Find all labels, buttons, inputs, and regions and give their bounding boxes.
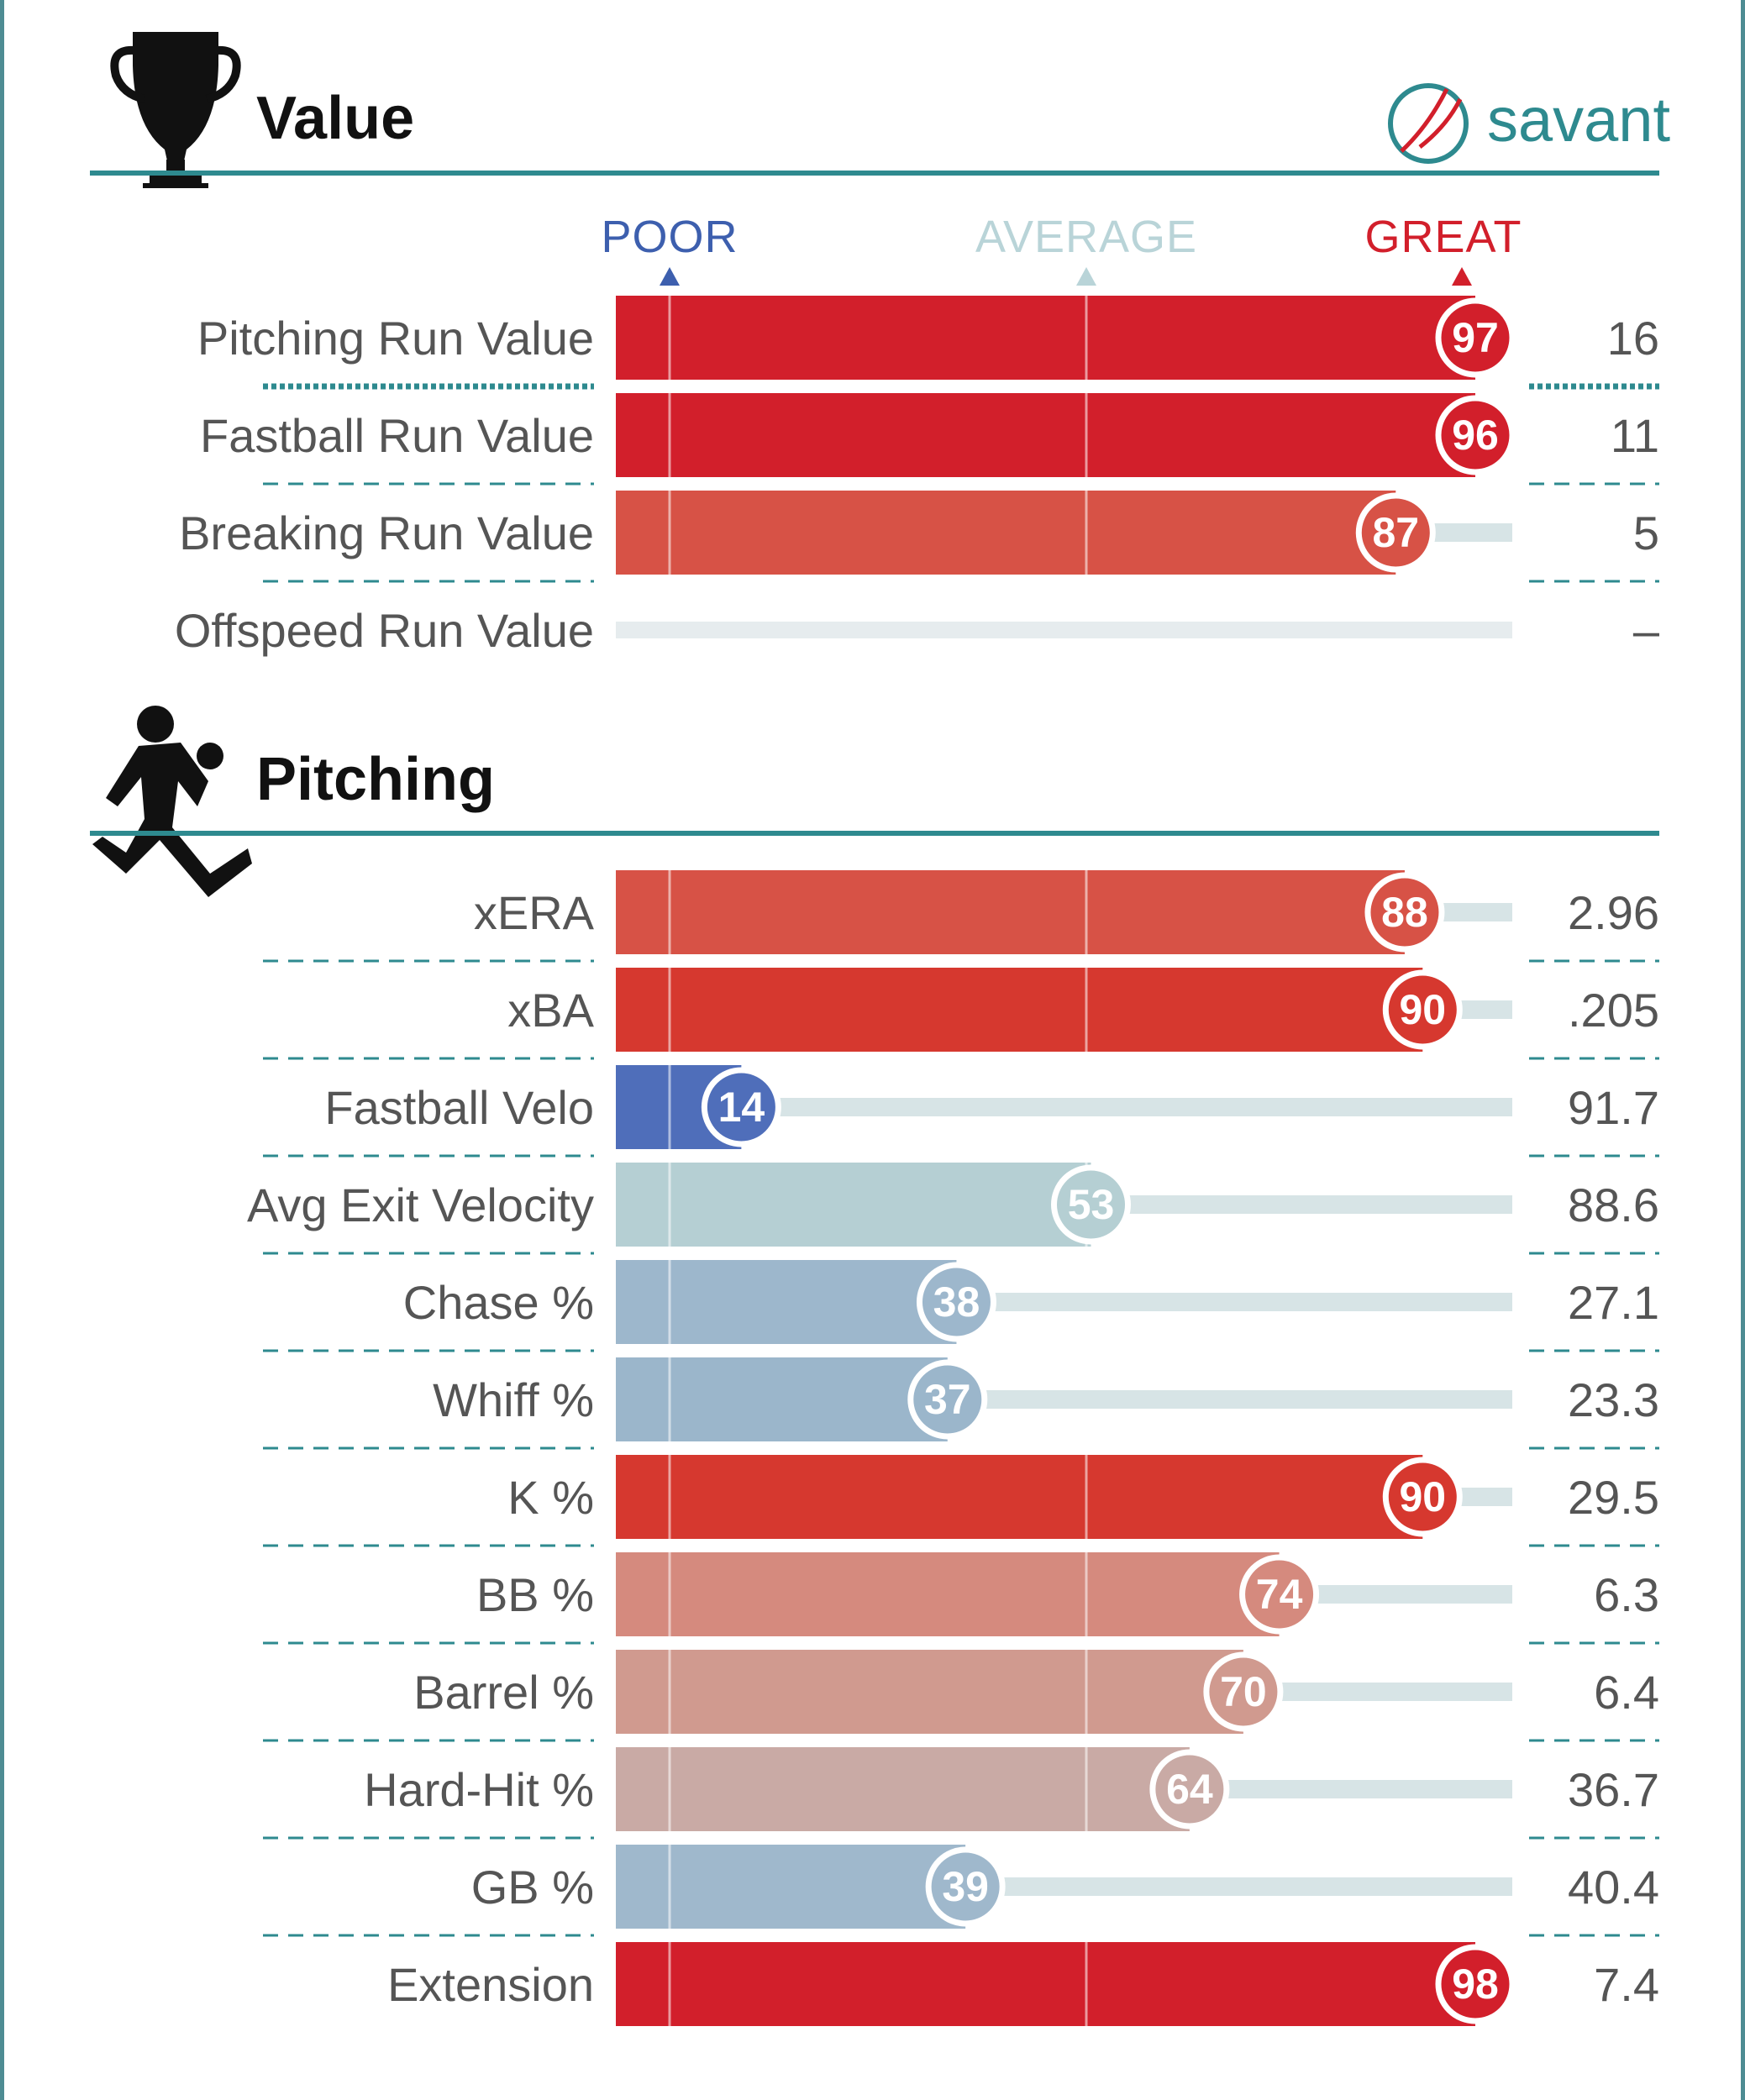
percentile-track — [1279, 1585, 1512, 1604]
percentile-badge-text: 39 — [942, 1863, 989, 1910]
percentile-bar — [616, 1747, 1190, 1831]
percentile-badge-text: 37 — [924, 1376, 971, 1423]
percentile-badge — [1435, 1944, 1516, 2024]
percentile-bar — [616, 393, 1475, 477]
percentile-badge — [916, 1262, 996, 1342]
row-value: 2.96 — [1568, 886, 1659, 939]
percentile-bar — [616, 1455, 1423, 1539]
row-label: K % — [507, 1471, 594, 1524]
percentile-bar — [616, 1357, 948, 1441]
percentile-badge-text: 90 — [1399, 1473, 1446, 1520]
row-label: Hard-Hit % — [364, 1763, 594, 1816]
percentile-badge-text: 87 — [1372, 509, 1419, 556]
percentile-badge — [701, 1067, 781, 1147]
percentile-bar — [616, 1163, 1091, 1247]
row-value: 91.7 — [1568, 1081, 1659, 1134]
scale-great-label: GREAT — [1364, 212, 1522, 262]
scale-great-marker — [1452, 267, 1472, 286]
row-label: GB % — [471, 1861, 594, 1914]
percentile-badge-text: 98 — [1452, 1961, 1499, 2008]
row-label: Pitching Run Value — [197, 312, 594, 365]
percentile-badge — [1435, 395, 1516, 475]
row-value: .205 — [1568, 984, 1659, 1037]
row-value: 88.6 — [1568, 1179, 1659, 1231]
percentile-bar — [616, 1552, 1280, 1636]
percentile-track — [1189, 1780, 1512, 1798]
percentile-track — [956, 1293, 1512, 1311]
percentile-bar — [616, 1845, 966, 1929]
percentile-badge-text: 97 — [1452, 314, 1499, 361]
percentile-bar — [616, 491, 1396, 575]
percentile-badge-text: 64 — [1166, 1766, 1213, 1813]
percentile-badge — [1364, 872, 1445, 953]
scale-average-label: AVERAGE — [975, 212, 1197, 262]
row-label: Whiff % — [433, 1373, 594, 1426]
row-value: – — [1633, 604, 1660, 657]
percentile-badge-text: 96 — [1452, 412, 1499, 459]
baseball-icon — [1388, 83, 1469, 164]
scale-poor-marker — [660, 267, 680, 286]
row-label: Offspeed Run Value — [175, 604, 594, 657]
percentile-bar — [616, 296, 1475, 380]
percentile-badge — [1382, 1457, 1463, 1537]
percentile-badge-text: 14 — [718, 1084, 765, 1131]
row-value: 40.4 — [1568, 1861, 1659, 1914]
row-value: 5 — [1633, 507, 1659, 559]
empty-track — [616, 622, 1512, 638]
percentile-badge — [1382, 969, 1463, 1050]
percentile-bar — [616, 1260, 957, 1344]
row-label: Fastball Run Value — [200, 409, 594, 462]
pitching-section-title: Pitching — [256, 746, 495, 813]
percentile-bar — [616, 968, 1423, 1052]
percentile-badge-text: 38 — [933, 1278, 980, 1326]
percentile-bar — [616, 1650, 1243, 1734]
percentile-track — [1091, 1195, 1512, 1214]
percentile-badge — [925, 1846, 1006, 1927]
percentile-badge — [1203, 1651, 1284, 1732]
row-label: Chase % — [403, 1276, 594, 1329]
row-label: xBA — [507, 984, 594, 1037]
row-value: 16 — [1607, 312, 1659, 365]
percentile-track — [965, 1877, 1512, 1896]
row-label: Breaking Run Value — [179, 507, 594, 559]
percentile-badge — [907, 1359, 988, 1440]
percentile-badge-text: 90 — [1399, 986, 1446, 1033]
percentile-badge-text: 74 — [1256, 1571, 1303, 1618]
percentile-badge-text: 70 — [1220, 1668, 1267, 1715]
row-value: 23.3 — [1568, 1373, 1659, 1426]
row-value: 27.1 — [1568, 1276, 1659, 1329]
percentile-badge-text: 88 — [1381, 889, 1428, 936]
percentile-track — [741, 1098, 1512, 1116]
row-value: 6.3 — [1594, 1568, 1659, 1621]
percentile-badge — [1149, 1749, 1230, 1830]
row-value: 29.5 — [1568, 1471, 1659, 1524]
percentile-track — [947, 1390, 1512, 1409]
savant-logo-text: savant — [1487, 85, 1670, 155]
percentile-badge — [1051, 1164, 1132, 1245]
percentile-badge — [1239, 1554, 1320, 1635]
row-value: 7.4 — [1594, 1958, 1659, 2011]
row-value: 6.4 — [1594, 1666, 1659, 1719]
percentile-track — [1243, 1683, 1512, 1701]
percentile-bar — [616, 870, 1405, 954]
row-label: Fastball Velo — [324, 1081, 594, 1134]
scale-poor-label: POOR — [601, 212, 738, 262]
row-label: Avg Exit Velocity — [247, 1179, 594, 1231]
row-label: Barrel % — [413, 1666, 594, 1719]
percentile-badge-text: 53 — [1068, 1181, 1115, 1228]
percentile-bar — [616, 1942, 1475, 2026]
row-label: xERA — [474, 886, 595, 939]
row-value: 11 — [1611, 409, 1659, 462]
row-label: BB % — [476, 1568, 594, 1621]
value-section-title: Value — [256, 85, 414, 152]
scale-average-marker — [1076, 267, 1096, 286]
trophy-icon — [110, 32, 241, 188]
percentile-badge — [1435, 297, 1516, 378]
percentile-badge — [1355, 492, 1436, 573]
row-label: Extension — [387, 1958, 594, 2011]
pitcher-icon — [92, 706, 252, 897]
row-value: 36.7 — [1568, 1763, 1659, 1816]
